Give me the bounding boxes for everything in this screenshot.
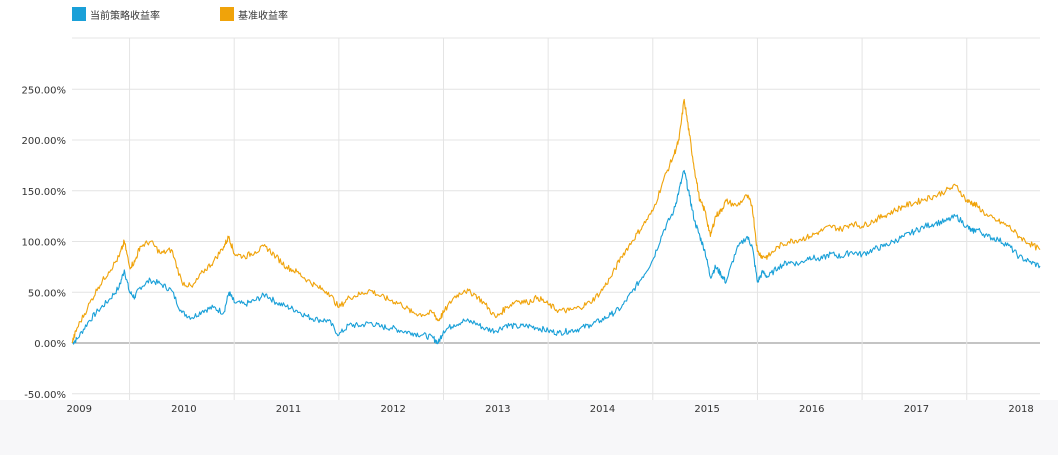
y-tick-label: 250.00% xyxy=(22,85,67,96)
y-tick-label: 150.00% xyxy=(22,187,67,198)
x-tick-label: 2009 xyxy=(67,404,92,415)
x-tick-label: 2014 xyxy=(590,404,615,415)
legend-swatch-benchmark xyxy=(220,7,234,21)
legend-item-strategy[interactable]: 当前策略收益率 xyxy=(72,6,160,22)
grid-lines xyxy=(72,37,1040,400)
series-lines xyxy=(71,98,1041,345)
y-tick-label: 100.00% xyxy=(22,238,67,249)
y-tick-label: 50.00% xyxy=(28,288,66,299)
x-tick-label: 2018 xyxy=(1008,404,1033,415)
x-tick-label: 2016 xyxy=(799,404,824,415)
series-line-benchmark xyxy=(71,98,1041,344)
x-tick-label: 2013 xyxy=(485,404,510,415)
x-axis-ticks: 2009 2010 2011 2012 2013 2014 2015 2016 2017 2018 xyxy=(67,404,1034,415)
x-tick-label: 2010 xyxy=(171,404,196,415)
legend-item-benchmark[interactable]: 基准收益率 xyxy=(220,6,288,22)
y-tick-label: 0.00% xyxy=(34,339,66,350)
legend-label-benchmark: 基准收益率 xyxy=(238,10,288,22)
legend-label-strategy: 当前策略收益率 xyxy=(90,10,160,22)
x-tick-label: 2015 xyxy=(694,404,719,415)
series-line-strategy xyxy=(71,169,1041,345)
y-tick-label: -50.00% xyxy=(24,390,66,401)
y-tick-label: 200.00% xyxy=(22,136,67,147)
x-tick-label: 2011 xyxy=(276,404,301,415)
legend-swatch-strategy xyxy=(72,7,86,21)
x-tick-label: 2017 xyxy=(904,404,929,415)
y-axis-ticks: -50.00% 0.00% 50.00% 100.00% 150.00% 200.00% 2… xyxy=(22,85,67,401)
bottom-band xyxy=(0,400,1058,455)
x-tick-label: 2012 xyxy=(380,404,405,415)
